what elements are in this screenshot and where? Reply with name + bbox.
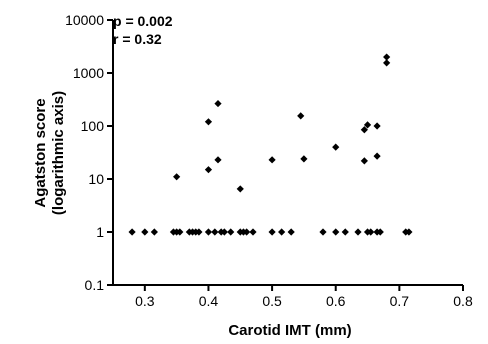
data-point (249, 228, 257, 236)
data-point (373, 122, 381, 130)
data-point (141, 228, 149, 236)
data-point (268, 156, 276, 164)
x-axis-title: Carotid IMT (mm) (228, 322, 351, 339)
data-point (236, 185, 244, 193)
y-tick-label: 1000 (73, 65, 104, 81)
x-tick-label: 0.5 (262, 293, 282, 309)
data-point (176, 228, 184, 236)
x-tick-label: 0.7 (390, 293, 410, 309)
data-point (405, 228, 413, 236)
x-tick-label: 0.8 (453, 293, 473, 309)
data-point (367, 228, 375, 236)
data-point (227, 228, 235, 236)
p-value-label: p = 0.002 (113, 13, 173, 29)
data-point (220, 228, 228, 236)
x-tick-label: 0.6 (326, 293, 346, 309)
data-point (243, 228, 251, 236)
data-point (214, 99, 222, 108)
y-tick-label: 10 (88, 171, 104, 187)
data-point (360, 157, 368, 165)
data-point (341, 228, 349, 236)
data-point (354, 228, 362, 236)
y-tick-label: 1 (96, 224, 104, 240)
y-tick-label: 100 (81, 118, 105, 134)
data-point (376, 228, 384, 236)
data-point (204, 228, 213, 236)
data-point (332, 228, 340, 236)
x-tick-label: 0.3 (135, 293, 155, 309)
data-point (204, 118, 213, 126)
data-point (383, 53, 391, 61)
data-point (128, 228, 136, 236)
data-point (204, 166, 213, 174)
y-tick-label: 0.1 (85, 277, 105, 293)
data-point (297, 112, 305, 120)
points-layer (128, 53, 413, 236)
data-point (319, 228, 327, 236)
data-point (332, 143, 340, 151)
data-point (214, 156, 222, 164)
y-axis-title-line-2: (logarithmic axis) (50, 91, 67, 215)
data-point (383, 59, 391, 67)
data-point (363, 121, 372, 129)
data-point (150, 228, 158, 236)
data-point (373, 152, 381, 160)
x-tick-label: 0.4 (199, 293, 219, 309)
y-tick-label: 10000 (65, 12, 104, 28)
r-value-label: r = 0.32 (113, 31, 162, 47)
data-point (300, 155, 308, 163)
data-point (268, 228, 276, 236)
data-point (195, 228, 203, 236)
data-point (211, 228, 219, 236)
data-point (360, 126, 368, 134)
y-axis-title-line-1: Agatston score (32, 98, 49, 207)
data-point (278, 228, 286, 236)
data-point (173, 173, 181, 181)
y-axis-title: Agatston score (logarithmic axis) (32, 91, 67, 215)
ticks-layer: 0.3 0.4 0.5 0.6 0.7 0.8 0.1 1 10 100 1000 10000 (65, 12, 473, 309)
data-point (287, 228, 295, 236)
